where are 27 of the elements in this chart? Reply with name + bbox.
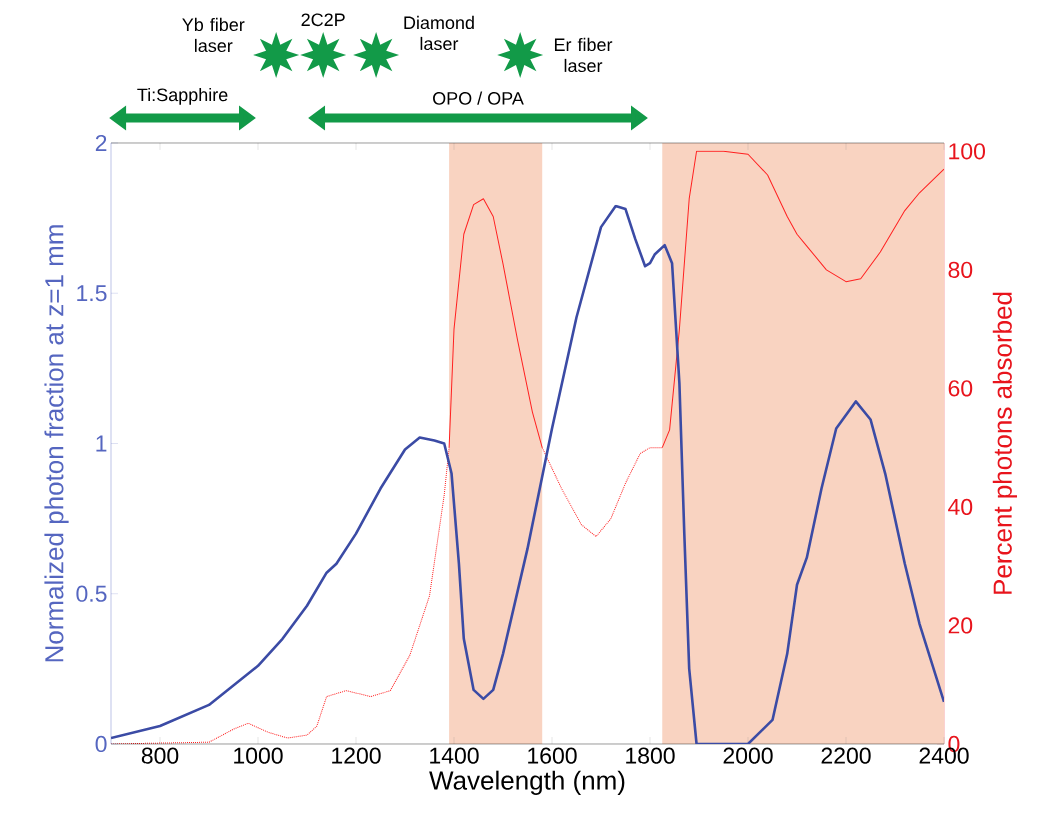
x-tick-label: 1800 [626,747,675,764]
x-tick-label: 2200 [821,747,871,764]
x-tick-label: 1400 [430,747,479,764]
y2-tick-label: 80 [948,261,973,278]
y-tick-label: 2 [95,134,107,152]
text: 2C2P [301,13,345,27]
y2-axis-title: Percent photons absorbed [992,292,1018,594]
y2-tick-label: 60 [948,380,973,397]
y2-tick-label: 40 [948,498,973,516]
x-axis-title: Wavelength (nm) [429,770,625,795]
x-tick-label: 800 [141,747,179,764]
text: Er fiber laser [554,37,613,73]
y2-tick-label: 20 [948,617,973,634]
x-tick-label: 1200 [332,747,381,764]
x-tick-label: 1000 [234,747,283,764]
x-tick-label: 2000 [723,747,773,764]
y-tick-label: 1.5 [77,285,107,302]
text: Yb fiber laser [182,17,245,53]
text: OPO / OPA [433,91,524,105]
y-tick-label: 0.5 [76,585,107,602]
x-tick-label: 1600 [528,747,577,764]
text: Ti:Sapphire [137,88,228,105]
text: Diamond laser [404,15,474,51]
y-tick-label: 0 [95,735,107,753]
y-axis-title: Normalized photon fraction at z=1 mm [44,225,69,662]
y-tick-label: 1 [96,435,107,452]
y2-tick-label: 100 [949,143,986,160]
